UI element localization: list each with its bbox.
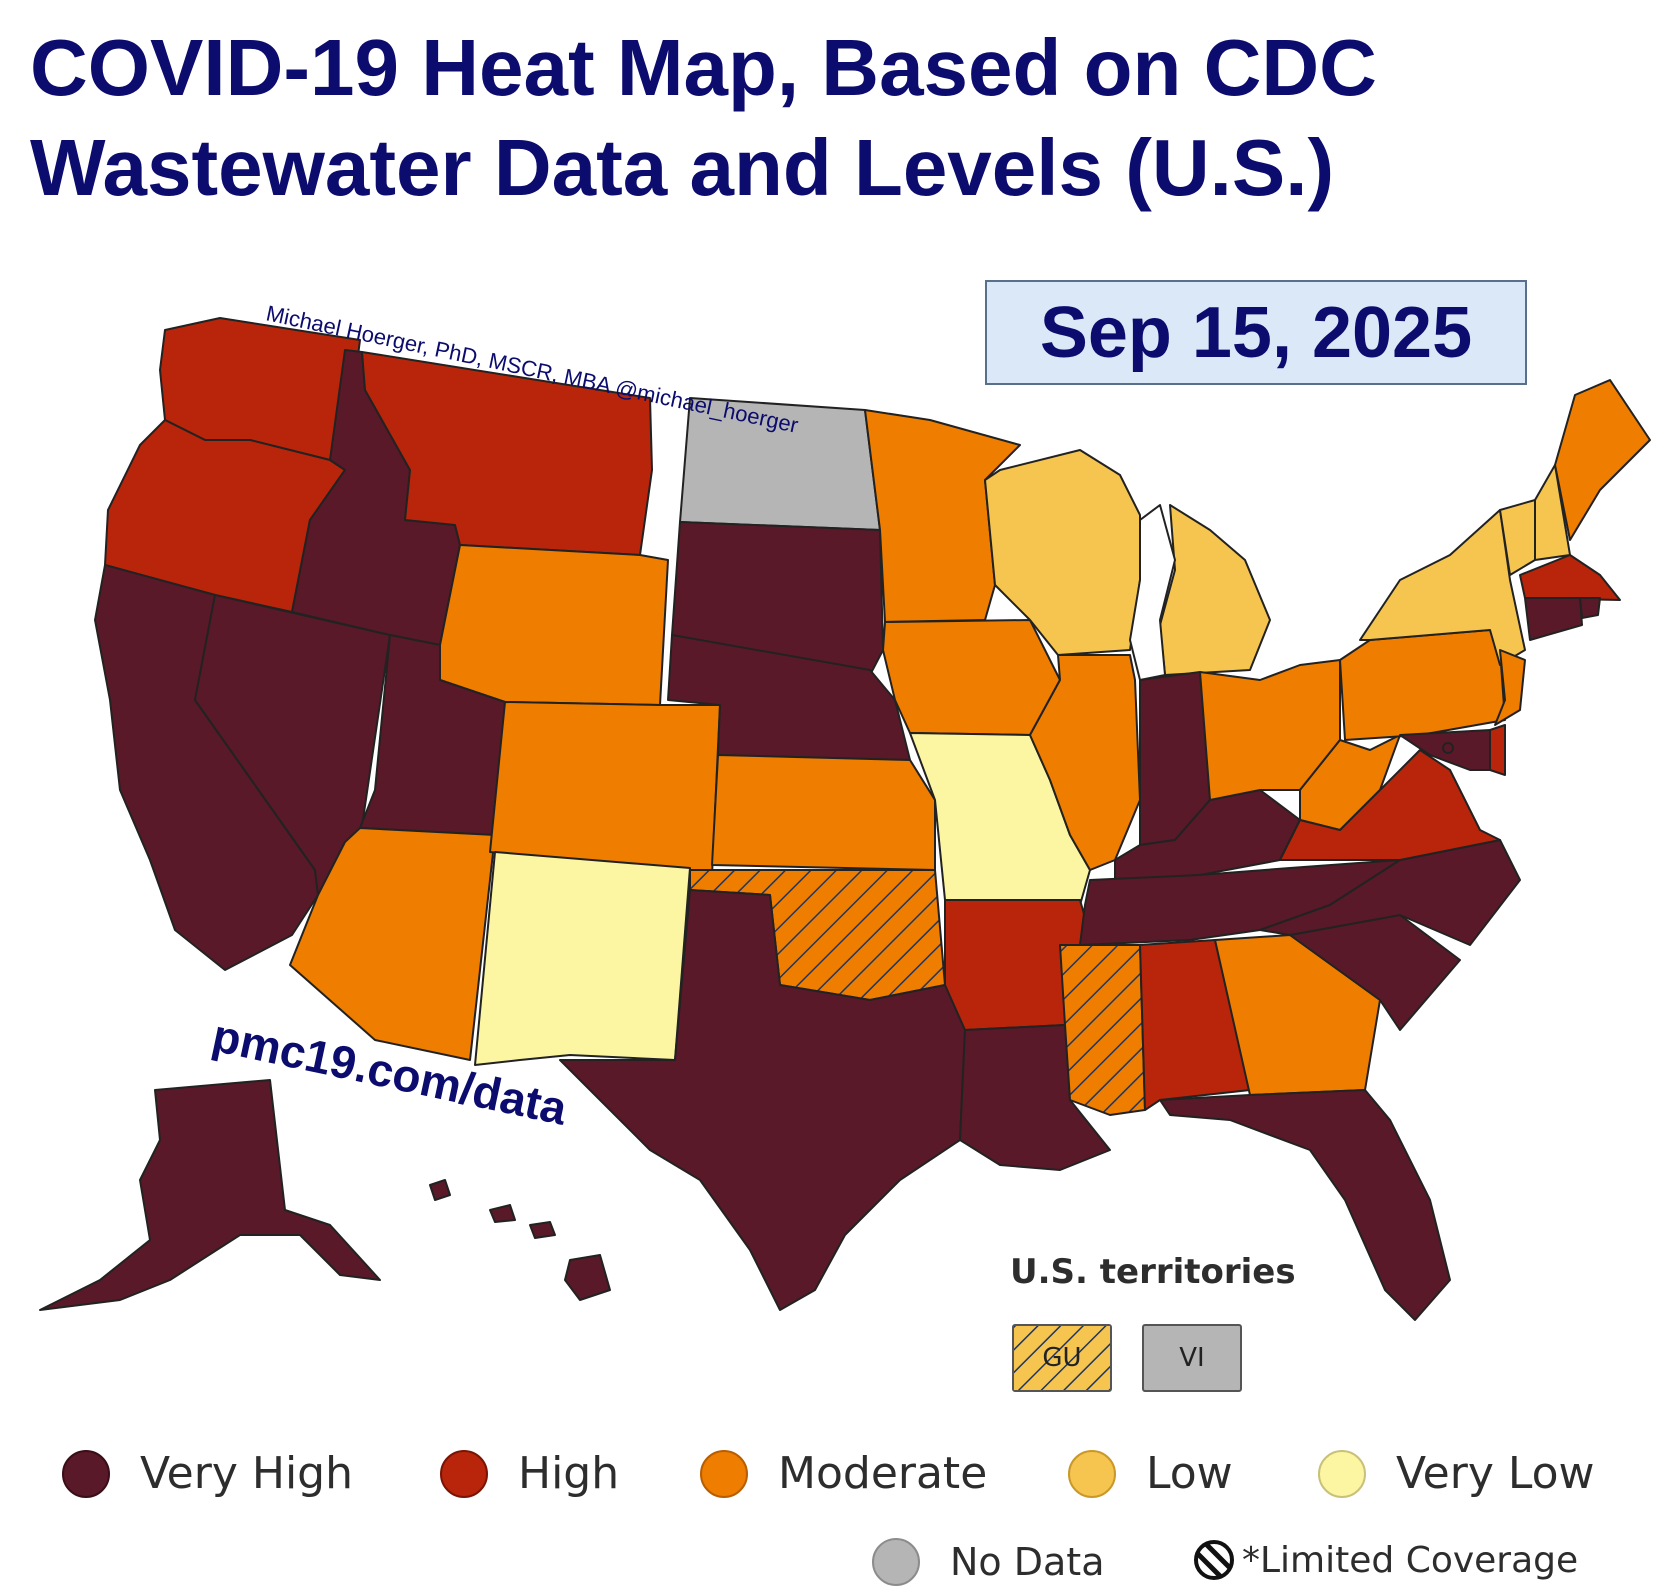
us-heat-map: Michael Hoerger, PhD, MSCR, MBA @michael… (39, 300, 1651, 1321)
legend-no-data: No Data (872, 1538, 1105, 1586)
territory-gu: GU (1012, 1324, 1112, 1392)
state-de (1489, 724, 1506, 776)
state-ms (1059, 944, 1146, 1116)
very-low-swatch (1318, 1449, 1366, 1498)
state-ma (1519, 554, 1621, 601)
state-mt (361, 351, 653, 556)
state-wi (984, 449, 1141, 656)
territory-vi: VI (1142, 1324, 1242, 1392)
legend-label: Very Low (1396, 1448, 1595, 1499)
state-wy (439, 544, 669, 706)
legend-label: High (518, 1448, 620, 1499)
state-tx (559, 889, 966, 1311)
legend-label: Low (1146, 1448, 1233, 1499)
moderate-swatch (700, 1449, 748, 1498)
states-layer (39, 317, 1651, 1321)
state-nj (1494, 649, 1526, 726)
state-ks (711, 754, 936, 871)
state-dc (1442, 742, 1454, 754)
state-az (289, 827, 496, 1061)
title-line-1: COVID-19 Heat Map, Based on CDC (30, 23, 1377, 112)
no-data-swatch (872, 1538, 920, 1586)
state-ny (1359, 509, 1526, 666)
territories-title: U.S. territories (1010, 1252, 1296, 1292)
territory-gu-label: GU (1042, 1343, 1082, 1373)
state-ak (39, 1079, 381, 1311)
legend-low: Low (1068, 1448, 1233, 1499)
legend-very-high: Very High (62, 1448, 353, 1499)
state-fl (1159, 1089, 1451, 1321)
legend-label: No Data (950, 1540, 1105, 1584)
state-ia (882, 619, 1061, 736)
low-swatch (1068, 1449, 1116, 1498)
state-ga (1214, 934, 1381, 1096)
limited-coverage-icon (1194, 1540, 1234, 1580)
very-high-swatch (62, 1449, 110, 1498)
map-title: COVID-19 Heat Map, Based on CDC Wastewat… (30, 18, 1640, 218)
legend-limited-coverage: *Limited Coverage (1192, 1538, 1578, 1582)
territory-gu-fill (1014, 1326, 1110, 1390)
legend-label: Very High (140, 1448, 353, 1499)
title-line-2: Wastewater Data and Levels (U.S.) (30, 123, 1335, 212)
territory-vi-label: VI (1179, 1343, 1205, 1373)
legend-label: *Limited Coverage (1242, 1539, 1579, 1581)
legend-very-low: Very Low (1318, 1448, 1595, 1499)
state-pa (1339, 629, 1506, 741)
legend-label: Moderate (778, 1448, 988, 1499)
legend-moderate: Moderate (700, 1448, 987, 1499)
state-ct (1524, 597, 1583, 641)
state-al (1139, 939, 1251, 1111)
state-co (489, 701, 721, 876)
state-hi (429, 1179, 611, 1301)
state-nc (1259, 839, 1521, 946)
state-ri (1579, 597, 1601, 619)
legend-high: High (440, 1448, 619, 1499)
lake-michigan (1129, 504, 1176, 681)
state-me (1554, 379, 1651, 541)
state-mi (1159, 504, 1271, 676)
high-swatch (440, 1449, 488, 1498)
state-il (1029, 654, 1141, 871)
date-badge: Sep 15, 2025 (985, 280, 1527, 385)
state-nm (474, 851, 691, 1066)
state-sd (671, 521, 884, 676)
state-va (1279, 749, 1501, 861)
